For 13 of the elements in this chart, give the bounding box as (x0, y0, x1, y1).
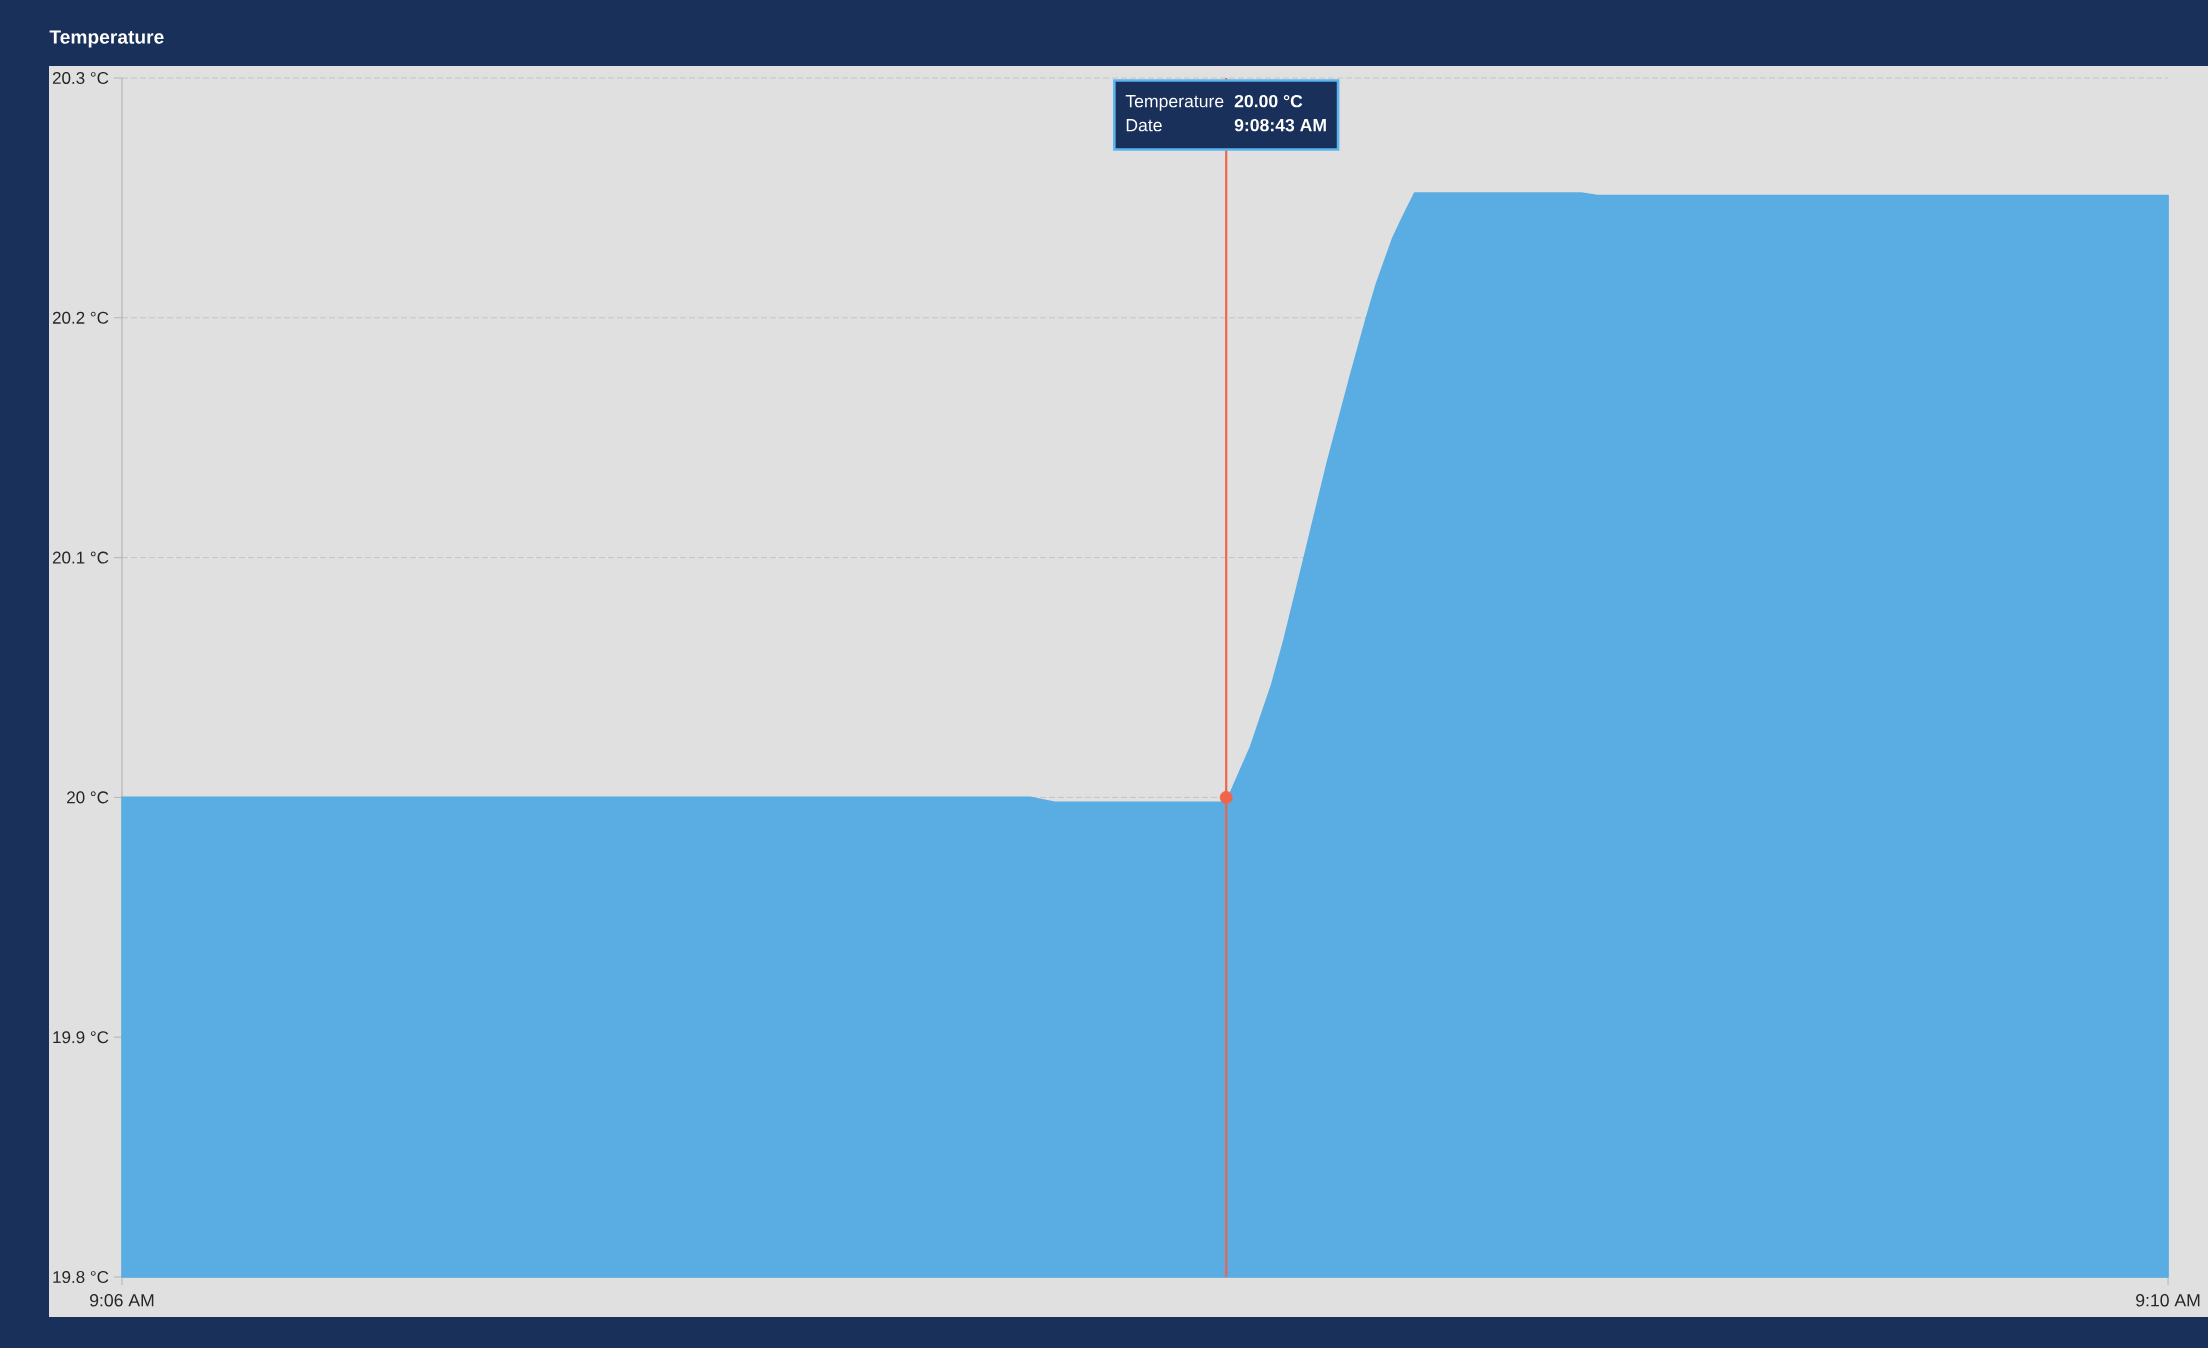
y-tick-label: 20.3 °C (52, 71, 109, 84)
y-tick-label: 20 °C (67, 791, 109, 804)
x-tick-label: 9:06 AM (90, 1294, 154, 1307)
chart-title: Temperature (49, 30, 164, 48)
y-tick-label: 20.1 °C (52, 551, 109, 564)
annotation: Date (1126, 119, 1162, 132)
x-tick-label: 9:10 AM (2136, 1294, 2200, 1307)
annotation: 9:08:43 AM (1234, 118, 1326, 132)
annotation: 20.00 °C (1234, 94, 1303, 108)
y-tick-label: 19.8 °C (53, 1270, 109, 1284)
annotation: Temperature (1125, 95, 1224, 111)
y-tick-label: 20.2 °C (52, 311, 109, 324)
y-tick-label: 19.9 °C (53, 1031, 109, 1044)
